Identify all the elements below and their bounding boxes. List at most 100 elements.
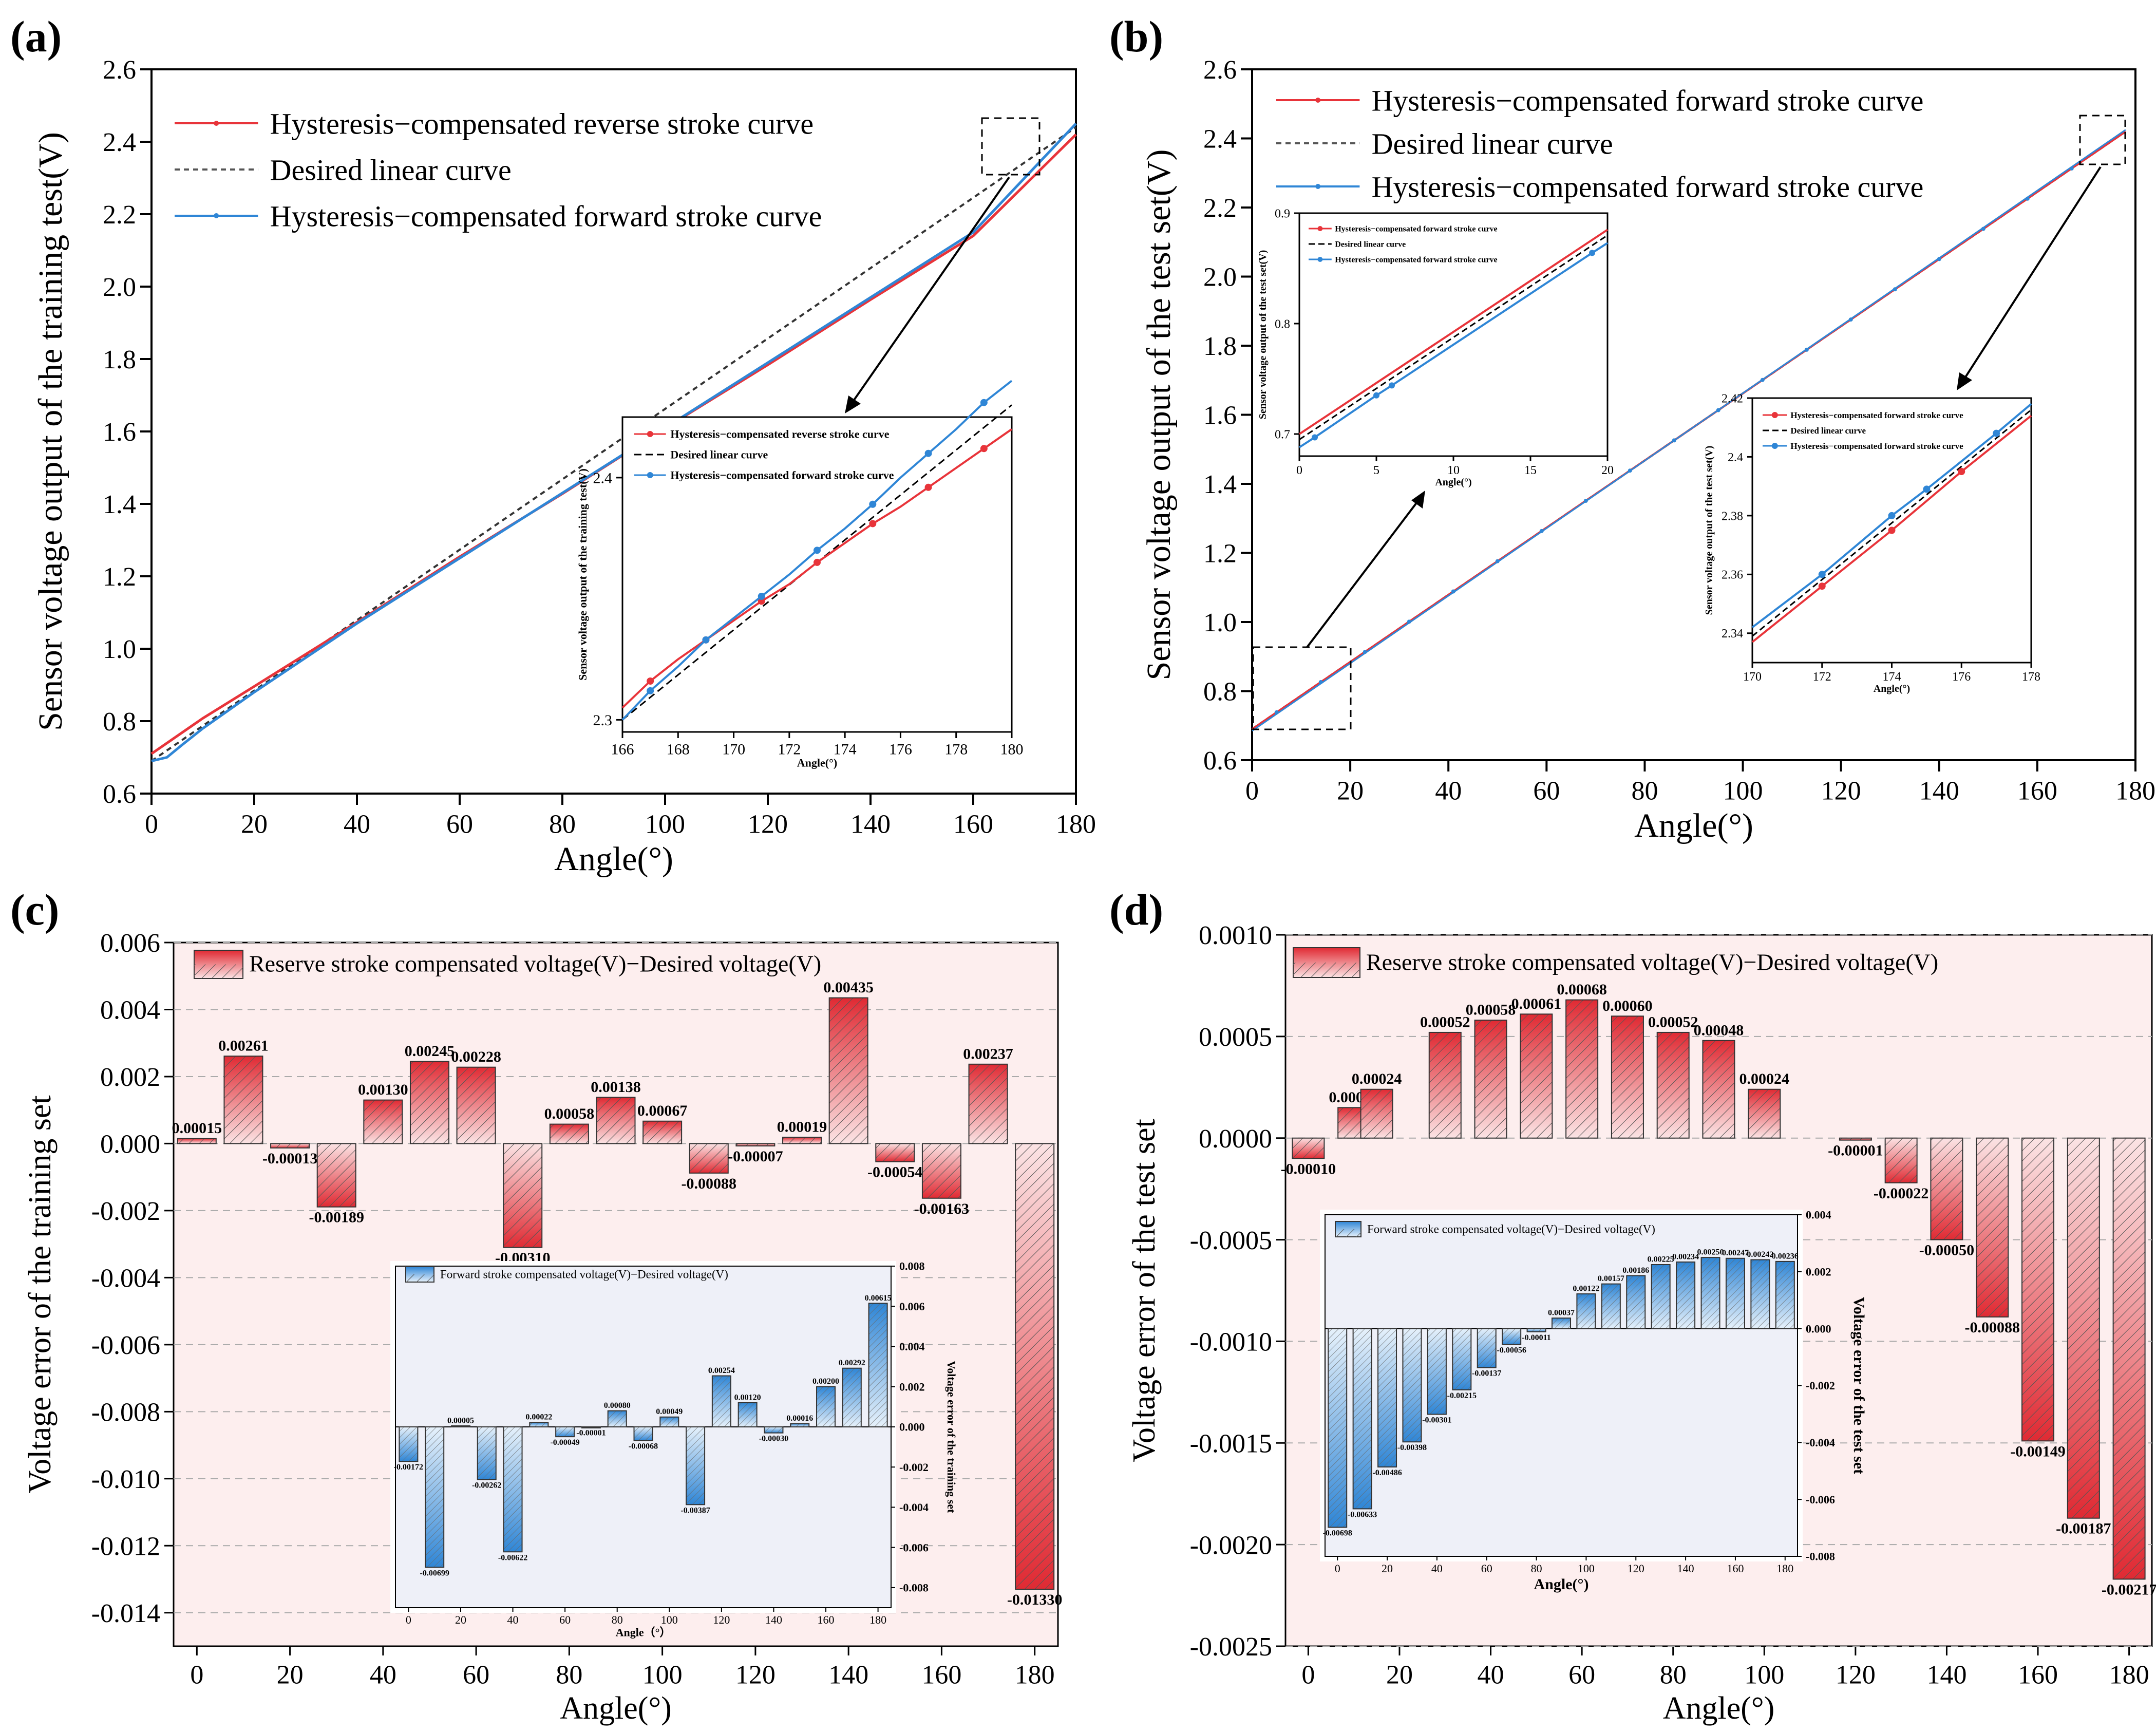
legend-label: Desired linear curve [1790,426,1866,436]
main-bar-hatch [503,1143,543,1248]
inset-data-label: -0.00698 [1323,1529,1352,1537]
y-tick-label: -0.010 [91,1465,160,1494]
y-tick-label: 1.4 [103,490,136,519]
main-bar-hatch [409,1061,449,1144]
main-data-label: 0.00052 [1420,1013,1470,1030]
inset-reverse-marker [647,677,654,685]
x-tick-label: 20 [1337,777,1364,806]
x-tick-label: 20 [1382,1562,1393,1575]
inset-reverse-marker [980,445,988,453]
y-tick-label: 0.8 [103,707,136,737]
zoom-arrow-high [1961,166,2102,384]
x-tick-label: 180 [1000,741,1024,758]
x-axis-label: Angle(°) [1874,683,1910,694]
chart-b: 0 20 40 60 80 100 120 140 160 1800.60.81.01.21.41… [1140,55,2155,844]
x-tick-label: 10 [1447,464,1460,477]
x-tick-label: 60 [1481,1562,1492,1575]
blue-marker [1848,317,1853,322]
inset-data-label: 0.00186 [1622,1266,1649,1275]
main-data-label: 0.00228 [451,1048,501,1065]
main-data-label: -0.00007 [728,1148,783,1165]
inset-data-label: 0.00250 [1697,1248,1724,1257]
main-bar-hatch [549,1123,589,1144]
legend-marker [1771,443,1778,449]
inset-data-label: 0.00080 [604,1401,631,1410]
y-tick-label: 0.0010 [1199,921,1272,950]
inset-data-label: -0.00699 [420,1569,449,1577]
y-axis-label: Voltage error of the test set [1127,1119,1162,1462]
zoom-box-low [1252,646,1352,730]
zoom-arrow-low [1306,497,1421,648]
legend-label: Reserve stroke compensated voltage(V)−De… [1366,949,1938,975]
x-tick-label: 40 [507,1613,519,1626]
main-bar-hatch [456,1066,496,1144]
y-tick-label: 0.006 [100,929,160,958]
legend-swatch-hatch [1335,1229,1361,1237]
chart-d: 0 20 40 60 80 100 120 140 160 180-0.0025-0.0020-0… [1127,921,2156,1726]
zoom-box-high [2079,115,2126,165]
inset-data-label: -0.00056 [1497,1346,1526,1355]
inset-desired-line [1752,409,2032,637]
blue-marker [1495,559,1500,563]
x-tick-label: 20 [455,1613,466,1626]
main-data-label: 0.00058 [544,1105,595,1122]
main-bar-hatch [1015,1143,1055,1590]
panel-label-c: (c) [10,885,59,934]
y-tick-label: -0.002 [1806,1379,1835,1392]
y-tick-label: 2.0 [1203,263,1237,292]
inset-blue-marker [1923,485,1931,493]
legend-label: Hysteresis−compensated forward stroke cu… [1790,410,1963,420]
y-tick-label: 2.2 [1203,194,1237,223]
legend-label: Hysteresis−compensated reverse stroke cu… [670,428,889,441]
main-bar-hatch [596,1097,636,1144]
y-tick-label: 0.000 [100,1130,160,1159]
main-bar-hatch [782,1137,822,1144]
y-tick-label: 1.2 [1203,539,1237,569]
x-tick-label: 100 [1578,1562,1595,1575]
x-tick-label: 170 [722,741,745,758]
main-bar-hatch [1702,1040,1735,1139]
zoom-box [981,117,1041,176]
arrow-head [1957,372,1972,390]
main-bar-hatch [270,1143,310,1149]
x-tick-label: 15 [1524,464,1537,477]
x-tick-label: 168 [667,741,690,758]
main-data-label: 0.00130 [358,1081,408,1098]
inset-bar-hatch [1552,1317,1571,1329]
main-bar-hatch [642,1120,683,1144]
legend-label: Forward stroke compensated voltage(V)−De… [1367,1223,1655,1236]
x-tick-label: 20 [1601,464,1614,477]
inset-data-label: 0.00254 [708,1366,735,1375]
inset-bar-hatch [1402,1328,1422,1443]
y-axis-label: Sensor voltage output of the training te… [32,132,69,731]
legend-label: Desired linear curve [670,448,768,461]
main-data-label: -0.00010 [1281,1160,1336,1177]
main-bar-hatch [1839,1137,1872,1141]
inset-data-label: -0.00068 [629,1442,658,1451]
forward-curve [151,123,1077,762]
legend-label: Desired linear curve [270,153,512,186]
inset-bar-hatch [816,1386,836,1427]
inset-bar-hatch [1502,1328,1522,1345]
y-tick-label: 0.6 [103,780,136,809]
x-tick-label: 140 [1677,1562,1694,1575]
y-tick-label: 0.002 [1806,1266,1831,1278]
x-tick-label: 0 [406,1613,411,1626]
y-tick-label: 2.6 [1203,55,1237,85]
legend-label: Hysteresis−compensated forward stroke cu… [1790,441,1963,451]
x-tick-label: 178 [2022,670,2040,684]
y-tick-label: 1.4 [1203,470,1237,499]
inset-blue-curve [1751,403,2032,628]
y-tick-label: 1.0 [103,635,136,664]
inset-bar-hatch [425,1426,445,1568]
main-data-label: 0.00435 [823,979,874,996]
main-data-label: 0.00061 [1511,995,1562,1012]
x-tick-label: 100 [645,810,685,839]
x-tick-label: 20 [1386,1661,1413,1690]
x-tick-label: 172 [778,741,801,758]
inset-background [1299,213,1607,456]
inset-bar-hatch [1427,1328,1447,1415]
x-tick-label: 40 [1478,1661,1504,1690]
inset-blue-marker [1818,571,1826,578]
main-bar-hatch [2067,1137,2100,1519]
